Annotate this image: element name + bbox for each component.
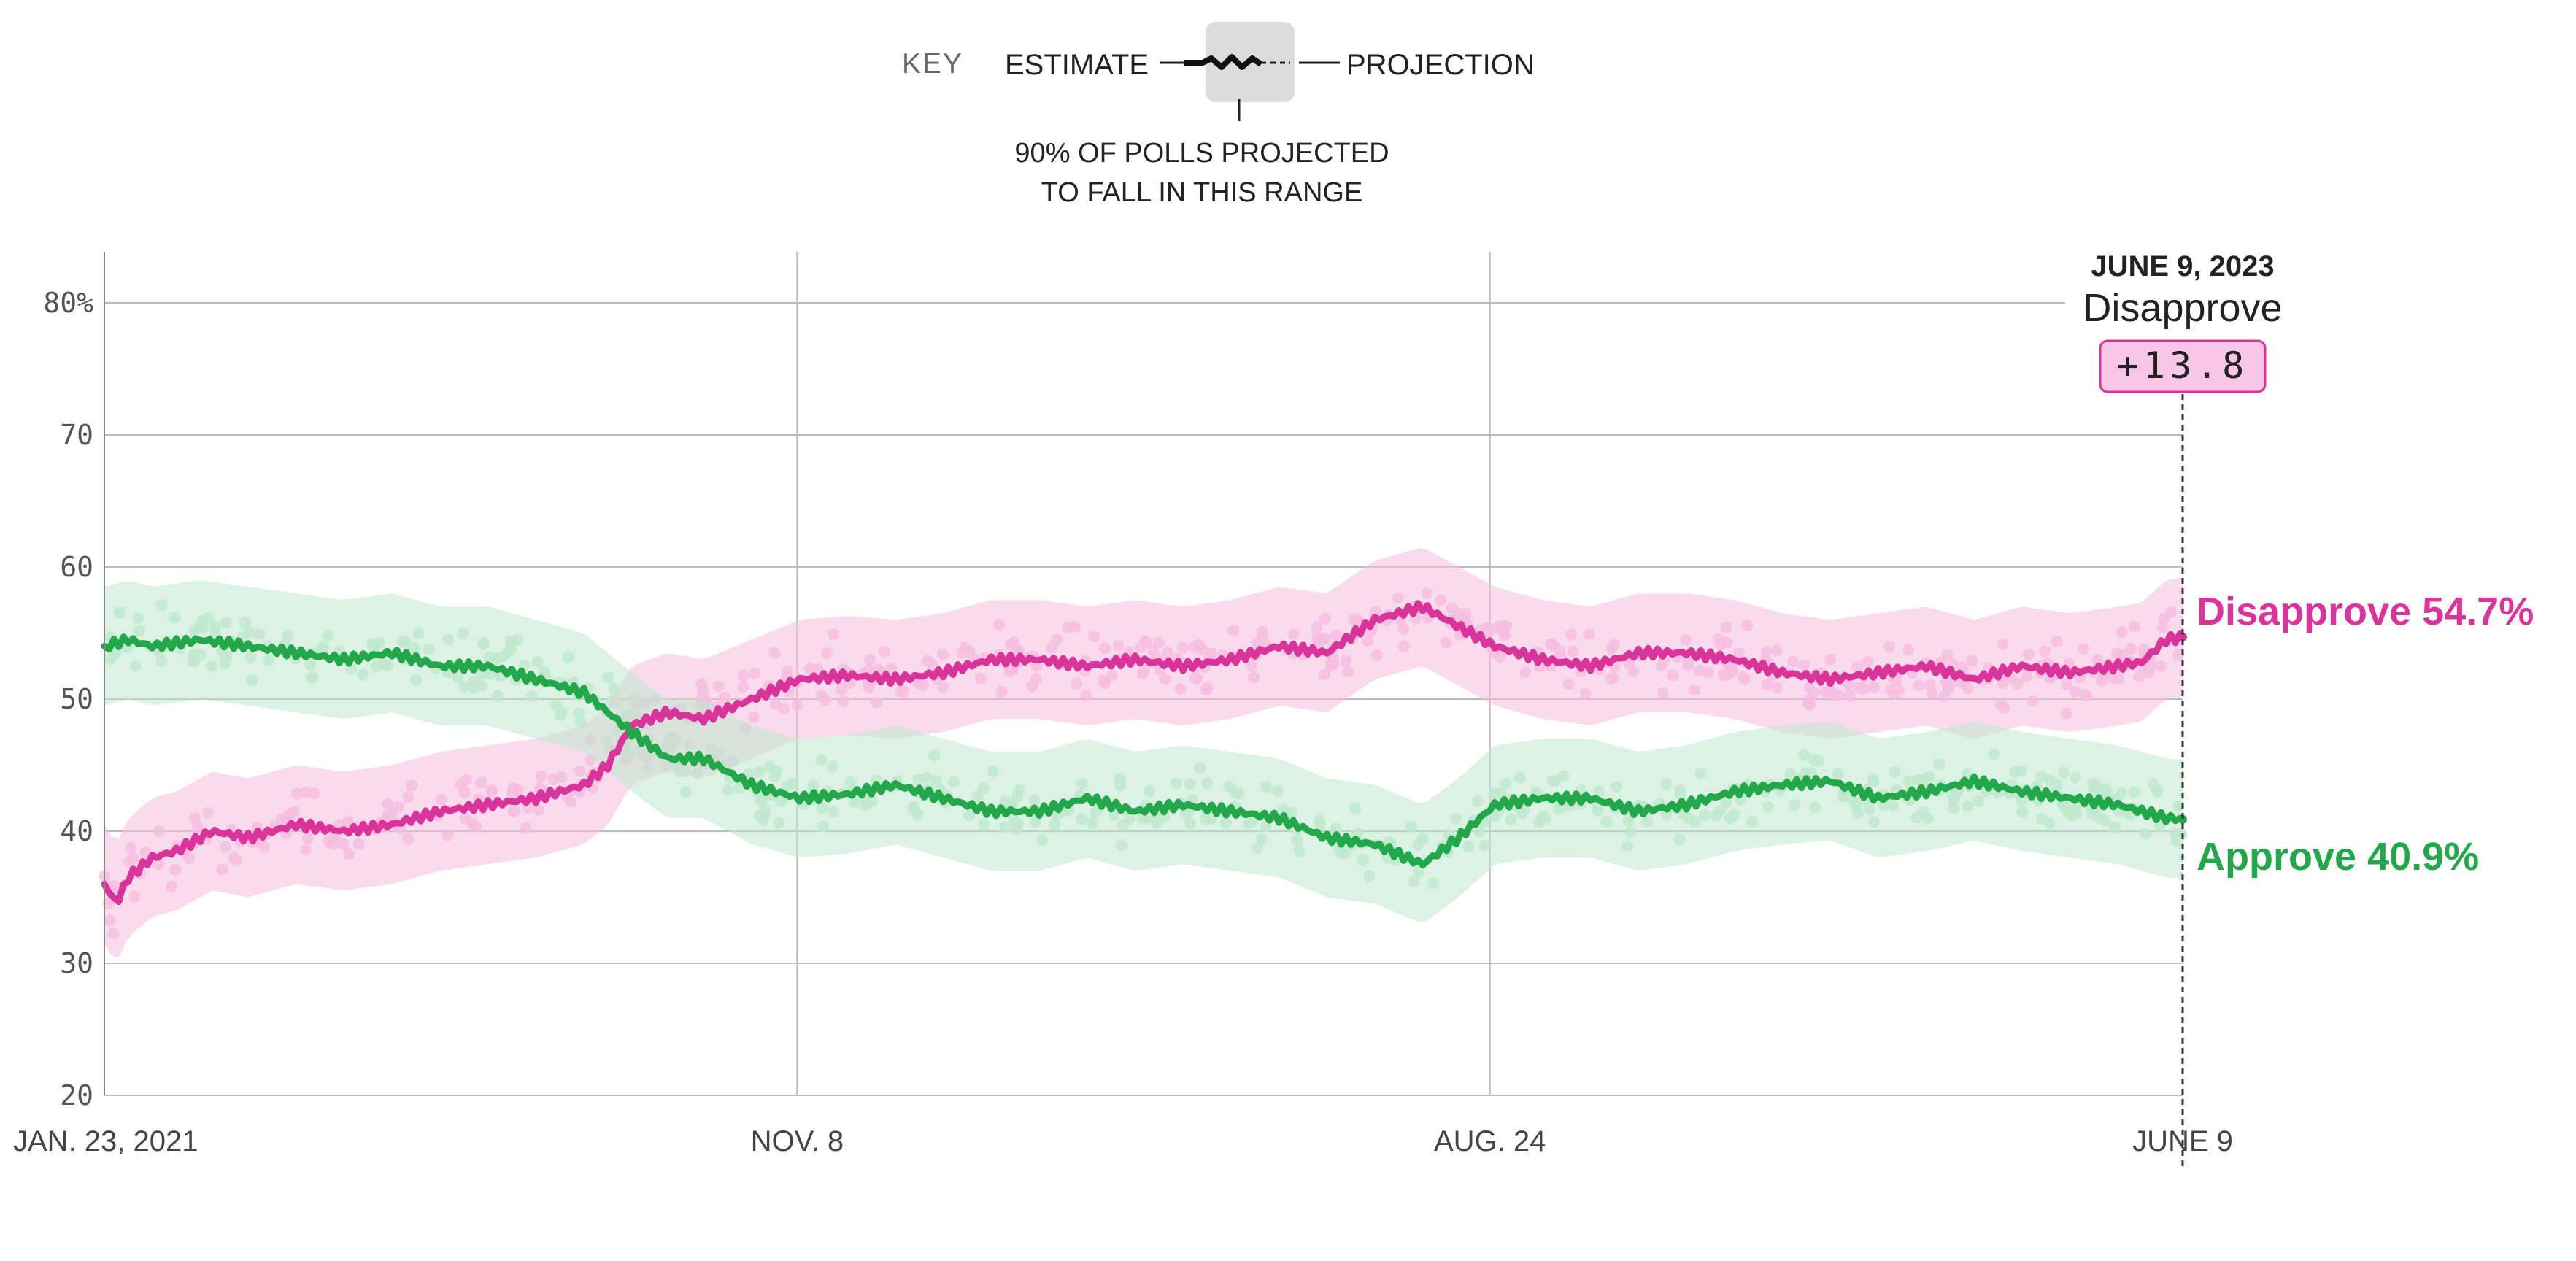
key-projection-label: PROJECTION — [1346, 49, 1535, 81]
y-tick-label: 60 — [60, 551, 93, 583]
current-annotation: JUNE 9, 2023 Disapprove +13.8 — [2070, 245, 2296, 1166]
margin-badge — [2099, 339, 2267, 393]
key-estimate-icon — [1184, 54, 1263, 70]
disapprove-end-label: Disapprove 54.7% — [2197, 590, 2534, 633]
uncertainty-bands — [104, 547, 2183, 958]
current-date-label: JUNE 9, 2023 — [2091, 250, 2274, 282]
approve-range-band — [104, 580, 2183, 923]
axes: 80% 70 60 50 40 30 20 JAN. 23, 2021 NOV. 8 AUG. 2… — [13, 252, 2233, 1157]
y-tick-label: 80% — [43, 287, 93, 319]
y-tick-label: 20 — [60, 1079, 93, 1111]
key-title: KEY — [902, 48, 963, 80]
trend-lines — [101, 600, 2187, 906]
date-label-backdrop — [2070, 245, 2296, 339]
chart-key: KEY ESTIMATE PROJECTION 90% OF POLLS PRO… — [902, 22, 1535, 208]
x-tick-label: AUG. 24 — [1434, 1125, 1546, 1157]
approve-estimate-line — [101, 633, 2184, 868]
x-tick-label: JAN. 23, 2021 — [13, 1125, 198, 1157]
y-tick-label: 70 — [60, 419, 93, 451]
y-tick-label: 40 — [60, 815, 93, 847]
disapprove-end-point — [2178, 632, 2187, 641]
x-tick-label: NOV. 8 — [751, 1125, 844, 1157]
leader-label: Disapprove — [2083, 286, 2282, 330]
approve-end-label: Approve 40.9% — [2197, 835, 2479, 879]
margin-value: +13.8 — [2117, 344, 2249, 387]
y-tick-label: 50 — [60, 683, 93, 715]
key-note-line2: TO FALL IN THIS RANGE — [1041, 177, 1363, 208]
y-tick-label: 30 — [60, 947, 93, 979]
key-note-line1: 90% OF POLLS PROJECTED — [1014, 138, 1389, 169]
approve-end-point — [2178, 814, 2187, 824]
key-estimate-label: ESTIMATE — [1005, 49, 1149, 81]
disapprove-estimate-line — [101, 600, 2184, 906]
